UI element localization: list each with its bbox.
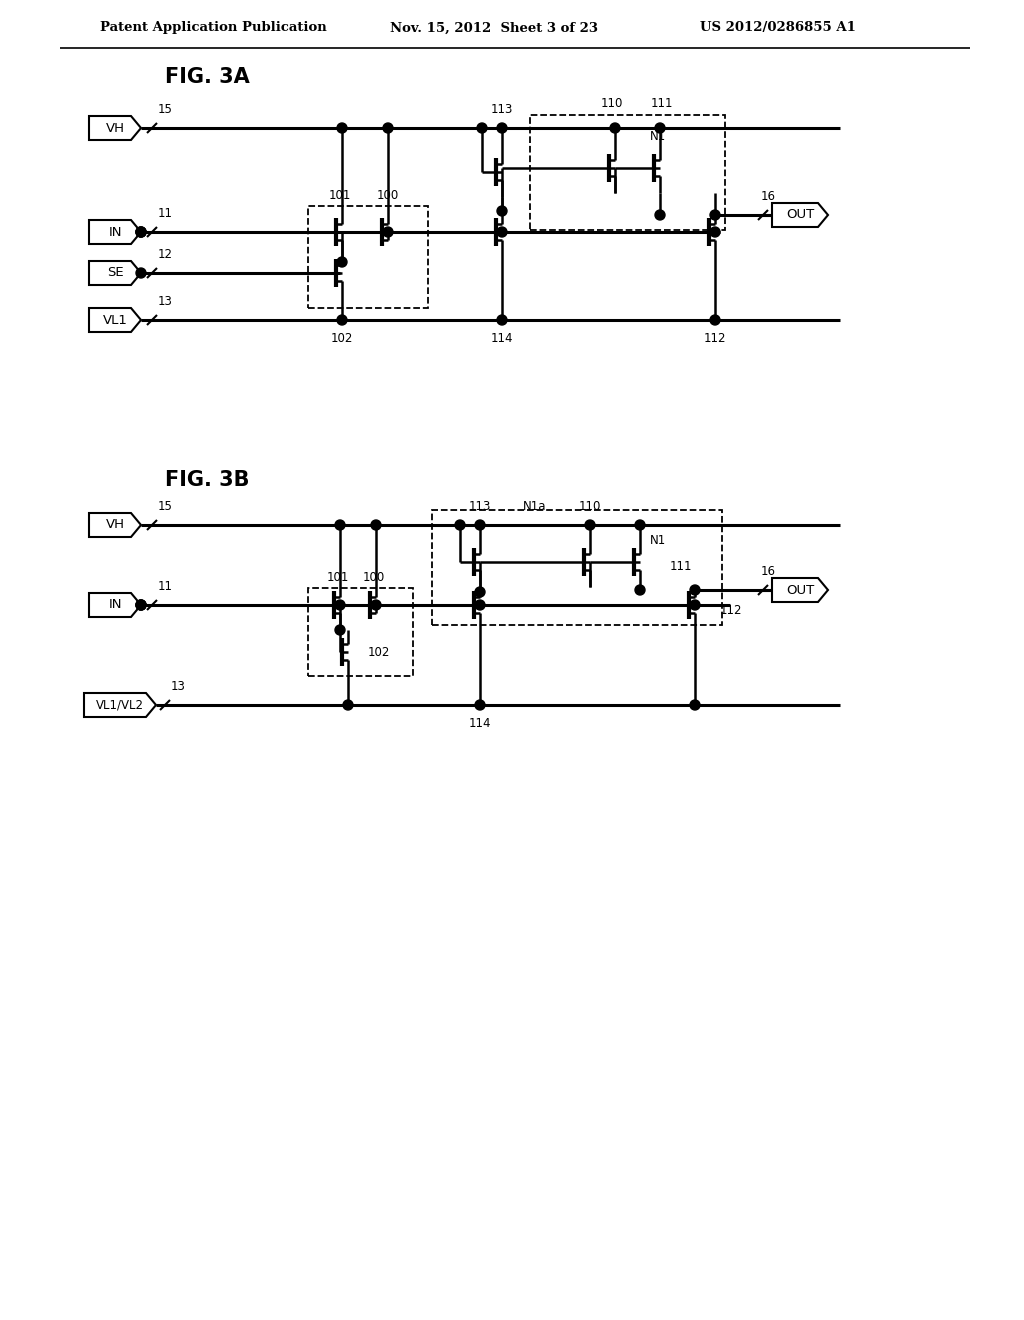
Circle shape <box>497 123 507 133</box>
Text: 112: 112 <box>703 333 726 345</box>
Text: 100: 100 <box>362 572 385 583</box>
Circle shape <box>635 585 645 595</box>
Circle shape <box>136 601 146 610</box>
Text: SE: SE <box>106 267 123 280</box>
Text: FIG. 3A: FIG. 3A <box>165 67 250 87</box>
Text: OUT: OUT <box>785 209 814 222</box>
Polygon shape <box>84 693 156 717</box>
Circle shape <box>655 123 665 133</box>
Polygon shape <box>89 261 141 285</box>
Text: N1: N1 <box>650 535 667 546</box>
Text: 111: 111 <box>670 561 692 573</box>
Circle shape <box>343 700 353 710</box>
Circle shape <box>383 123 393 133</box>
Text: VH: VH <box>105 519 125 532</box>
Bar <box>308 587 413 676</box>
Polygon shape <box>89 308 141 333</box>
Text: IN: IN <box>109 226 122 239</box>
Polygon shape <box>89 220 141 244</box>
Text: 113: 113 <box>490 103 513 116</box>
Bar <box>530 115 725 230</box>
Circle shape <box>610 123 620 133</box>
Circle shape <box>335 624 345 635</box>
Bar <box>432 510 722 624</box>
Circle shape <box>335 601 345 610</box>
Circle shape <box>371 520 381 531</box>
Text: 16: 16 <box>761 565 775 578</box>
Text: 114: 114 <box>490 333 513 345</box>
Circle shape <box>337 123 347 133</box>
Text: 11: 11 <box>158 207 173 220</box>
Text: 11: 11 <box>158 579 173 593</box>
Circle shape <box>710 315 720 325</box>
Text: N1a: N1a <box>523 500 547 513</box>
Circle shape <box>497 315 507 325</box>
Circle shape <box>655 210 665 220</box>
Circle shape <box>337 257 347 267</box>
Bar <box>308 206 428 308</box>
Circle shape <box>690 601 700 610</box>
Text: OUT: OUT <box>785 583 814 597</box>
Circle shape <box>136 268 146 279</box>
Circle shape <box>690 700 700 710</box>
Circle shape <box>136 227 146 238</box>
Text: IN: IN <box>109 598 122 611</box>
Text: Nov. 15, 2012  Sheet 3 of 23: Nov. 15, 2012 Sheet 3 of 23 <box>390 21 598 34</box>
Polygon shape <box>89 593 141 616</box>
Text: Patent Application Publication: Patent Application Publication <box>100 21 327 34</box>
Text: 13: 13 <box>158 294 173 308</box>
Text: 15: 15 <box>158 103 173 116</box>
Text: 114: 114 <box>469 717 492 730</box>
Text: FIG. 3B: FIG. 3B <box>165 470 250 490</box>
Circle shape <box>455 520 465 531</box>
Text: US 2012/0286855 A1: US 2012/0286855 A1 <box>700 21 856 34</box>
Text: 110: 110 <box>579 500 601 513</box>
Circle shape <box>710 227 720 238</box>
Circle shape <box>136 227 146 238</box>
Text: VL1/VL2: VL1/VL2 <box>96 698 144 711</box>
Circle shape <box>337 315 347 325</box>
Circle shape <box>136 227 146 238</box>
Text: 102: 102 <box>331 333 353 345</box>
Text: 101: 101 <box>329 189 351 202</box>
Text: VH: VH <box>105 121 125 135</box>
Circle shape <box>475 520 485 531</box>
Text: 13: 13 <box>171 680 186 693</box>
Text: VL1: VL1 <box>102 314 127 326</box>
Circle shape <box>635 520 645 531</box>
Text: 111: 111 <box>650 96 673 110</box>
Text: 15: 15 <box>158 500 173 513</box>
Polygon shape <box>772 578 828 602</box>
Circle shape <box>475 587 485 597</box>
Circle shape <box>710 210 720 220</box>
Circle shape <box>371 601 381 610</box>
Circle shape <box>690 585 700 595</box>
Circle shape <box>136 601 146 610</box>
Text: 12: 12 <box>158 248 173 261</box>
Circle shape <box>477 123 487 133</box>
Text: 112: 112 <box>720 603 742 616</box>
Circle shape <box>335 520 345 531</box>
Circle shape <box>475 700 485 710</box>
Polygon shape <box>89 513 141 537</box>
Polygon shape <box>89 116 141 140</box>
Text: 16: 16 <box>761 190 775 203</box>
Text: 101: 101 <box>327 572 349 583</box>
Text: 102: 102 <box>368 645 390 659</box>
Text: N1: N1 <box>650 129 667 143</box>
Circle shape <box>383 227 393 238</box>
Circle shape <box>475 601 485 610</box>
Text: 100: 100 <box>377 189 399 202</box>
Circle shape <box>497 206 507 216</box>
Polygon shape <box>772 203 828 227</box>
Text: 110: 110 <box>601 96 624 110</box>
Text: 113: 113 <box>469 500 492 513</box>
Circle shape <box>136 601 146 610</box>
Circle shape <box>585 520 595 531</box>
Circle shape <box>497 227 507 238</box>
